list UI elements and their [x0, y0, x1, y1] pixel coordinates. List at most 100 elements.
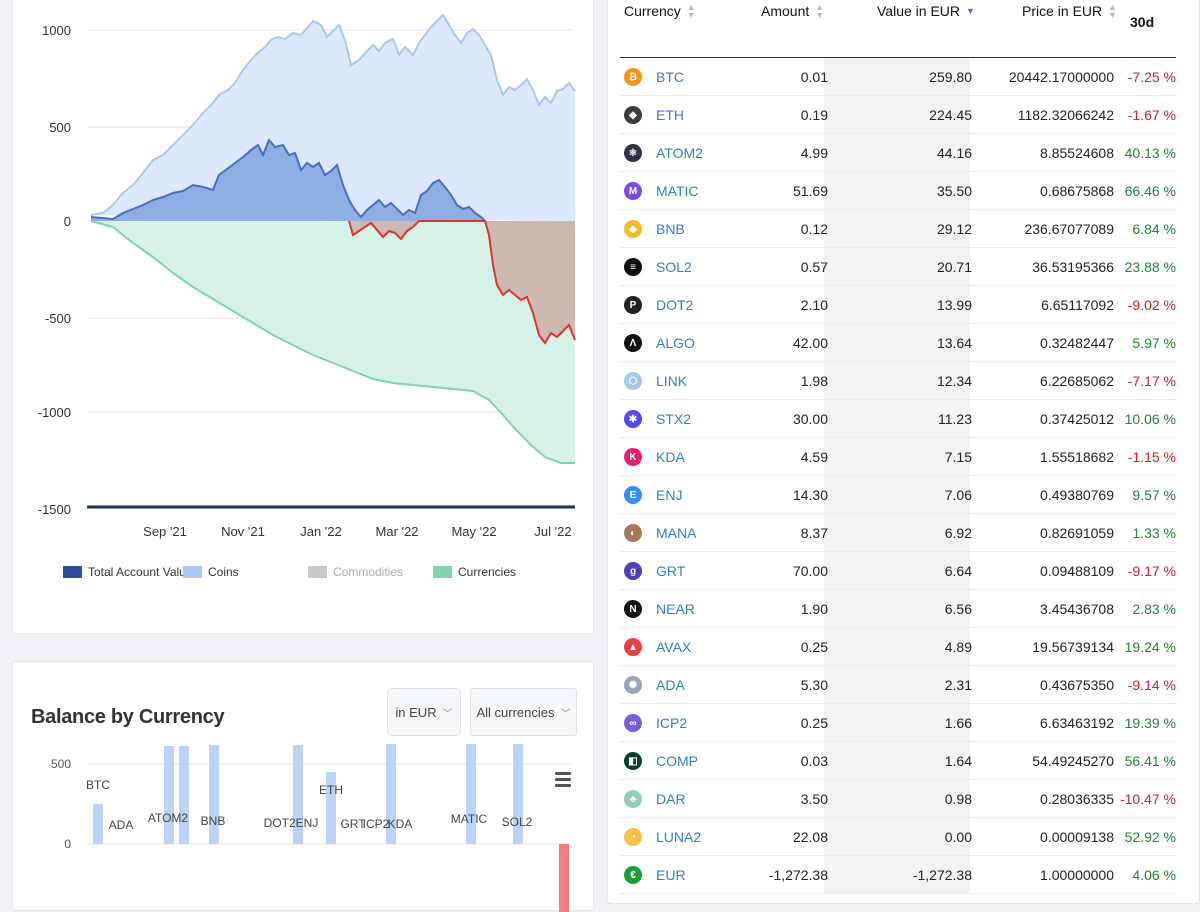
- currency-link[interactable]: ICP2: [656, 715, 688, 731]
- balance-bar[interactable]: [179, 746, 189, 844]
- currency-link[interactable]: LINK: [656, 373, 688, 389]
- currency-link[interactable]: STX2: [656, 411, 692, 427]
- price-cell: 0.28036335: [1040, 791, 1114, 807]
- balance-bar[interactable]: [386, 744, 396, 844]
- header-amount[interactable]: Amount ▲ ▼: [761, 2, 825, 20]
- table-row[interactable]: ⬡ LINK 1.98 12.34 6.22685062 -7.17 %: [620, 362, 1176, 400]
- header-currency[interactable]: Currency ▲ ▼: [624, 2, 696, 20]
- currency-link[interactable]: DOT2: [656, 297, 694, 313]
- legend-item[interactable]: Total Account Value: [63, 565, 193, 579]
- table-row[interactable]: ◧ COMP 0.03 1.64 54.49245270 56.41 %: [620, 742, 1176, 780]
- value-cell: 6.56: [944, 601, 972, 617]
- price-cell: 8.85524608: [1040, 145, 1114, 161]
- currency-link[interactable]: ALGO: [656, 335, 695, 351]
- table-row[interactable]: g GRT 70.00 6.64 0.09488109 -9.17 %: [620, 552, 1176, 590]
- amount-cell: 1.90: [800, 601, 828, 617]
- table-row[interactable]: ✺ ADA 5.30 2.31 0.43675350 -9.14 %: [620, 666, 1176, 704]
- change-30d-cell: -1.67 %: [1127, 107, 1176, 123]
- currency-link[interactable]: AVAX: [656, 639, 692, 655]
- currency-link[interactable]: MANA: [656, 525, 697, 541]
- balance-bar[interactable]: [293, 745, 303, 844]
- currency-link[interactable]: KDA: [656, 449, 685, 465]
- x-tick-label: May '22: [451, 524, 496, 539]
- price-cell: 19.56739134: [1032, 639, 1114, 655]
- currency-link[interactable]: ATOM2: [656, 145, 703, 161]
- enj-icon: E: [624, 486, 642, 504]
- header-value[interactable]: Value in EUR ▼: [877, 3, 975, 19]
- sort-icon: ▲ ▼: [686, 2, 696, 20]
- table-row[interactable]: P DOT2 2.10 13.99 6.65117092 -9.02 %: [620, 286, 1176, 324]
- table-row[interactable]: ♣ DAR 3.50 0.98 0.28036335 -10.47 %: [620, 780, 1176, 818]
- bar-label: ICP2: [363, 817, 390, 831]
- currency-link[interactable]: ADA: [656, 677, 685, 693]
- amount-cell: 42.00: [792, 335, 828, 351]
- table-row[interactable]: ◔ LUNA2 22.08 0.00 0.00009138 52.92 %: [620, 818, 1176, 856]
- value-cell-highlight: [824, 628, 970, 665]
- value-cell-highlight: [824, 780, 970, 817]
- ada-icon: ✺: [624, 676, 642, 694]
- header-30d[interactable]: 30d: [1130, 14, 1155, 30]
- table-row[interactable]: € EUR -1,272.38 -1,272.38 1.00000000 4.06 %: [620, 856, 1176, 894]
- table-row[interactable]: ◐ MANA 8.37 6.92 0.82691059 1.33 %: [620, 514, 1176, 552]
- table-row[interactable]: ≡ SOL2 0.57 20.71 36.53195366 23.88 %: [620, 248, 1176, 286]
- currency-link[interactable]: DAR: [656, 791, 686, 807]
- legend-item[interactable]: Commodities: [308, 565, 403, 579]
- amount-cell: 4.99: [800, 145, 828, 161]
- currency-link[interactable]: ENJ: [656, 487, 683, 503]
- balance-bar-negative[interactable]: [559, 844, 569, 912]
- table-row[interactable]: K KDA 4.59 7.15 1.55518682 -1.15 %: [620, 438, 1176, 476]
- legend-item[interactable]: Coins: [183, 565, 239, 579]
- bar-label: BTC: [86, 778, 110, 792]
- change-30d-cell: -9.17 %: [1127, 563, 1176, 579]
- balance-bar[interactable]: [513, 744, 523, 844]
- balance-bar[interactable]: [209, 745, 219, 844]
- currency-link[interactable]: BTC: [656, 69, 684, 85]
- table-row[interactable]: M MATIC 51.69 35.50 0.68675868 66.46 %: [620, 172, 1176, 210]
- change-30d-cell: 23.88 %: [1124, 259, 1176, 275]
- table-row[interactable]: ◈ BNB 0.12 29.12 236.67077089 6.84 %: [620, 210, 1176, 248]
- amount-cell: 0.12: [800, 221, 828, 237]
- legend-label: Coins: [208, 565, 239, 579]
- currency-filter-select[interactable]: All currencies ﹀: [470, 688, 577, 736]
- amount-cell: 0.19: [800, 107, 828, 123]
- table-row[interactable]: ⚛ ATOM2 4.99 44.16 8.85524608 40.13 %: [620, 134, 1176, 172]
- table-row[interactable]: ▲ AVAX 0.25 4.89 19.56739134 19.24 %: [620, 628, 1176, 666]
- unit-select[interactable]: in EUR ﹀: [387, 688, 461, 736]
- table-row[interactable]: ₿ BTC 0.01 259.80 20442.17000000 -7.25 %: [620, 58, 1176, 96]
- balance-bar[interactable]: [164, 746, 174, 844]
- table-row[interactable]: N NEAR 1.90 6.56 3.45436708 2.83 %: [620, 590, 1176, 628]
- price-cell: 0.09488109: [1040, 563, 1114, 579]
- change-30d-cell: 10.06 %: [1124, 411, 1176, 427]
- legend-item[interactable]: Currencies: [433, 565, 516, 579]
- currency-link[interactable]: EUR: [656, 867, 686, 883]
- table-row[interactable]: E ENJ 14.30 7.06 0.49380769 9.57 %: [620, 476, 1176, 514]
- currency-link[interactable]: MATIC: [656, 183, 699, 199]
- currency-link[interactable]: SOL2: [656, 259, 692, 275]
- legend-swatch: [183, 566, 202, 578]
- negative-value-line: [348, 220, 576, 345]
- table-row[interactable]: ✱ STX2 30.00 11.23 0.37425012 10.06 %: [620, 400, 1176, 438]
- value-cell-highlight: [824, 438, 970, 475]
- value-cell: 13.64: [936, 335, 972, 351]
- amount-cell: 0.25: [800, 639, 828, 655]
- currency-link[interactable]: ETH: [656, 107, 684, 123]
- price-cell: 0.49380769: [1040, 487, 1114, 503]
- total-value-area: [91, 140, 485, 221]
- currency-link[interactable]: GRT: [656, 563, 686, 579]
- currency-link[interactable]: NEAR: [656, 601, 695, 617]
- currency-link[interactable]: BNB: [656, 221, 685, 237]
- balance-bar[interactable]: [326, 772, 336, 844]
- value-cell: 44.16: [936, 145, 972, 161]
- mana-icon: ◐: [624, 524, 642, 542]
- table-row[interactable]: ◆ ETH 0.19 224.45 1182.32066242 -1.67 %: [620, 96, 1176, 134]
- currency-link[interactable]: LUNA2: [656, 829, 702, 845]
- currency-link[interactable]: COMP: [656, 753, 698, 769]
- hamburger-menu-icon[interactable]: [555, 772, 571, 788]
- amount-cell: 2.10: [800, 297, 828, 313]
- balance-bar[interactable]: [93, 804, 103, 844]
- table-row[interactable]: ∞ ICP2 0.25 1.66 6.63463192 19.39 %: [620, 704, 1176, 742]
- amount-cell: 51.69: [792, 183, 828, 199]
- table-row[interactable]: Λ ALGO 42.00 13.64 0.32482447 5.97 %: [620, 324, 1176, 362]
- header-price[interactable]: Price in EUR ▲ ▼: [1022, 2, 1118, 20]
- balance-bar[interactable]: [466, 744, 476, 844]
